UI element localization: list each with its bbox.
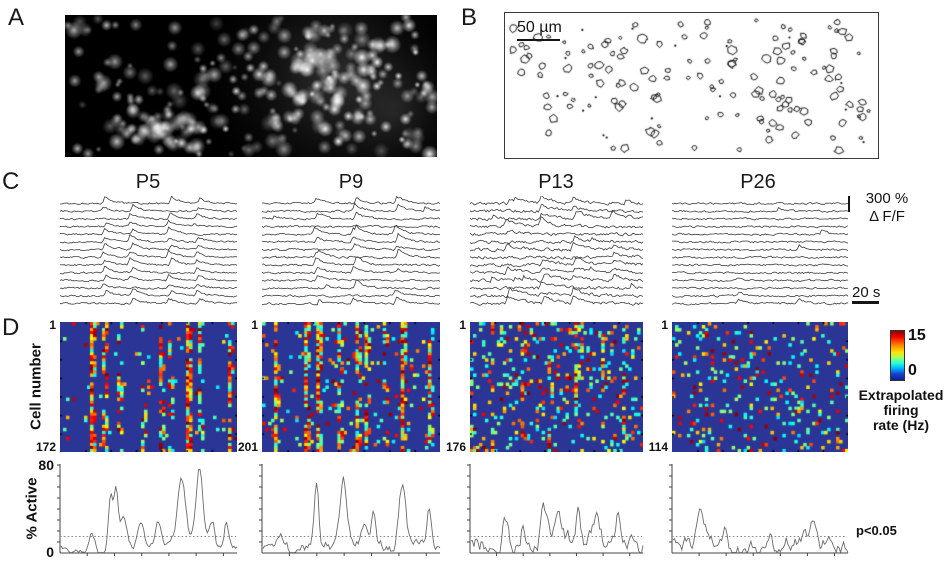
colorbar-max: 15: [908, 327, 926, 344]
percent-active-plot-p9: [259, 464, 441, 556]
colorbar-label-line3: rate (Hz): [872, 417, 929, 433]
cell-count-p26: 114: [648, 440, 668, 454]
first-cell-number-p5: 1: [49, 318, 56, 332]
amplitude-scale-unit: Δ F/F: [869, 208, 905, 225]
calcium-traces-p26: [672, 201, 848, 306]
amplitude-scale-value: 300 %: [865, 190, 909, 207]
panel-b-label: B: [461, 4, 478, 31]
panel-d-label: D: [2, 314, 20, 341]
percent-active-plot-p26: [669, 464, 849, 556]
raster-heatmap-p13: [470, 322, 643, 452]
colorbar-label-line1: Extrapolated: [858, 387, 944, 403]
colorbar-min: 0: [908, 362, 917, 379]
scale-bar-line: [517, 39, 560, 41]
age-title-p9: P9: [338, 171, 364, 193]
calcium-traces-p5: [60, 196, 237, 306]
raster-heatmap-p9: [262, 322, 440, 452]
cell-count-p5: 172: [35, 440, 56, 454]
calcium-traces-p9: [262, 196, 440, 306]
colorbar-label-line2: firing: [883, 402, 919, 418]
cell-count-p13: 176: [445, 440, 466, 454]
panel-b-cell-outline-map: [505, 13, 877, 157]
first-cell-number-p9: 1: [251, 318, 258, 332]
first-cell-number-p26: 1: [661, 318, 668, 332]
time-scale-bar: [852, 301, 879, 304]
cell-count-p9: 201: [237, 440, 258, 454]
panel-a-label: A: [8, 4, 25, 31]
age-title-p26: P26: [740, 171, 776, 193]
percent-active-plot-p5: [57, 464, 238, 556]
significance-threshold-label: p<0.05: [856, 523, 897, 538]
panel-c-label: C: [2, 168, 20, 195]
percent-active-max: 80: [38, 457, 54, 473]
percent-active-plot-p13: [467, 464, 644, 556]
percent-active-min: 0: [46, 544, 54, 560]
cell-number-axis-label: Cell number: [27, 343, 45, 430]
firing-rate-colorbar: [890, 330, 905, 381]
time-scale-label: 20 s: [852, 284, 881, 301]
scale-bar-label: 50 µm: [517, 19, 562, 36]
age-title-p13: P13: [538, 171, 574, 193]
raster-heatmap-p5: [60, 322, 237, 452]
first-cell-number-p13: 1: [459, 318, 466, 332]
calcium-traces-p13: [470, 196, 643, 306]
amplitude-scale-bar: [848, 196, 850, 212]
raster-heatmap-p26: [672, 322, 848, 452]
age-title-p5: P5: [135, 171, 161, 193]
panel-a-fluorescence-image: [65, 15, 437, 157]
